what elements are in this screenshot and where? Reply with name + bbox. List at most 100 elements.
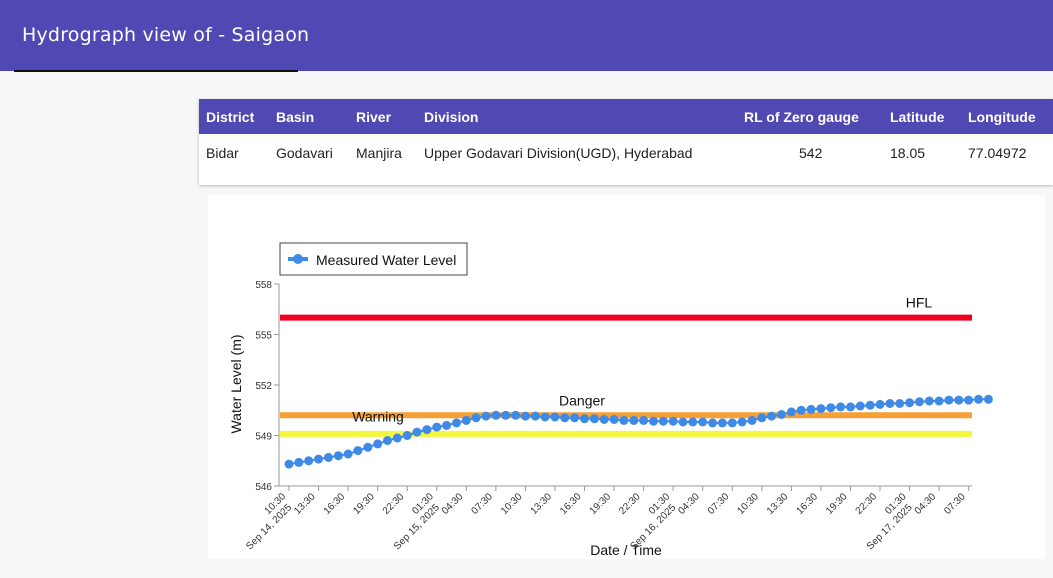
data-point[interactable]	[629, 415, 639, 425]
data-point[interactable]	[373, 439, 383, 449]
data-point[interactable]	[846, 402, 855, 412]
data-point[interactable]	[767, 411, 777, 421]
data-point[interactable]	[698, 417, 708, 427]
x-tick-label-time: 16:30	[558, 491, 584, 517]
data-point[interactable]	[914, 397, 924, 407]
x-tick-label-time: 10:30	[499, 491, 525, 517]
data-point[interactable]	[757, 413, 767, 423]
data-point[interactable]	[501, 410, 511, 420]
data-point[interactable]	[708, 418, 718, 428]
data-point[interactable]	[895, 399, 905, 408]
x-tick-label-time: 22:30	[381, 491, 407, 517]
data-point[interactable]	[442, 420, 452, 430]
data-point[interactable]	[836, 402, 846, 412]
data-point[interactable]	[737, 417, 747, 427]
y-tick-label: 558	[255, 280, 272, 291]
data-point[interactable]	[924, 396, 934, 406]
cell-division: Upper Godavari Division(UGD), Hyderabad	[424, 145, 693, 161]
data-point[interactable]	[353, 446, 363, 456]
data-point[interactable]	[658, 416, 668, 426]
data-point[interactable]	[875, 399, 885, 409]
data-point[interactable]	[314, 454, 323, 464]
data-point[interactable]	[422, 425, 432, 435]
y-tick-label: 546	[255, 482, 272, 493]
data-point[interactable]	[363, 442, 373, 452]
data-point[interactable]	[855, 401, 865, 411]
x-tick-label-time: 19:30	[351, 491, 377, 517]
x-tick-label-time: 13:30	[529, 491, 555, 517]
data-point[interactable]	[323, 452, 333, 462]
column-header-division: Division	[424, 109, 479, 125]
legend-marker-swatch	[293, 254, 303, 264]
data-point[interactable]	[688, 417, 698, 427]
data-point[interactable]	[284, 459, 294, 469]
page-title: Hydrograph view of - Saigaon	[22, 24, 310, 46]
data-point[interactable]	[520, 411, 530, 421]
data-point[interactable]	[668, 416, 678, 426]
data-point[interactable]	[333, 451, 343, 461]
data-point[interactable]	[777, 410, 786, 419]
data-point[interactable]	[964, 395, 974, 405]
cell-longitude: 77.04972	[968, 145, 1027, 161]
data-point[interactable]	[944, 395, 954, 405]
data-point[interactable]	[747, 415, 757, 425]
data-point[interactable]	[816, 404, 826, 414]
data-point[interactable]	[452, 418, 461, 428]
data-point[interactable]	[796, 405, 806, 415]
data-point[interactable]	[589, 414, 599, 424]
data-point[interactable]	[392, 433, 402, 443]
chart-legend[interactable]: Measured Water Level	[279, 242, 468, 276]
data-point[interactable]	[806, 404, 816, 414]
x-tick-label-time: 04:30	[676, 491, 702, 517]
data-point[interactable]	[717, 418, 727, 428]
data-point[interactable]	[786, 407, 796, 417]
data-point[interactable]	[727, 418, 737, 428]
legend-box	[279, 242, 468, 276]
column-header-rl-zero-gauge: RL of Zero gauge	[744, 109, 859, 125]
data-point[interactable]	[550, 412, 560, 422]
data-point[interactable]	[599, 415, 609, 424]
column-header-latitude: Latitude	[890, 109, 945, 125]
data-point[interactable]	[649, 416, 658, 426]
data-point[interactable]	[580, 414, 589, 424]
x-tick-label-time: 22:30	[854, 491, 880, 517]
data-point[interactable]	[343, 449, 353, 459]
data-point[interactable]	[471, 413, 481, 423]
data-point[interactable]	[432, 422, 442, 432]
data-point[interactable]	[619, 415, 629, 425]
x-tick-label-time: 07:30	[706, 491, 732, 517]
x-tick-label-time: 07:30	[942, 491, 968, 517]
data-point[interactable]	[530, 411, 540, 421]
data-point[interactable]	[383, 436, 392, 445]
data-point[interactable]	[294, 457, 304, 467]
data-point[interactable]	[402, 431, 412, 440]
data-point[interactable]	[491, 410, 501, 420]
data-point[interactable]	[609, 415, 619, 424]
data-point[interactable]	[983, 394, 993, 404]
data-point[interactable]	[570, 413, 580, 423]
data-point[interactable]	[678, 417, 688, 427]
x-tick-label-time: 16:30	[322, 491, 348, 517]
data-point[interactable]	[560, 413, 570, 423]
data-point[interactable]	[461, 415, 471, 425]
x-axis-label: Date / Time	[590, 542, 662, 558]
cell-rl-zero-gauge: 542	[799, 145, 823, 161]
y-tick-label: 549	[255, 432, 272, 443]
data-point[interactable]	[412, 427, 422, 437]
data-point[interactable]	[481, 411, 491, 421]
data-point[interactable]	[865, 400, 875, 410]
data-point[interactable]	[934, 396, 944, 406]
data-point[interactable]	[826, 403, 836, 413]
data-point[interactable]	[885, 399, 895, 408]
data-point[interactable]	[639, 415, 649, 425]
data-point[interactable]	[974, 394, 983, 404]
data-point[interactable]	[304, 456, 314, 466]
data-point[interactable]	[540, 412, 550, 422]
data-point[interactable]	[905, 398, 915, 408]
x-tick-label-time: 10:30	[735, 491, 761, 517]
data-point[interactable]	[511, 410, 521, 420]
x-tick-label-time: 22:30	[617, 491, 643, 517]
column-header-district: District	[206, 109, 255, 125]
y-axis-label: Water Level (m)	[228, 334, 244, 433]
data-point[interactable]	[954, 395, 964, 405]
